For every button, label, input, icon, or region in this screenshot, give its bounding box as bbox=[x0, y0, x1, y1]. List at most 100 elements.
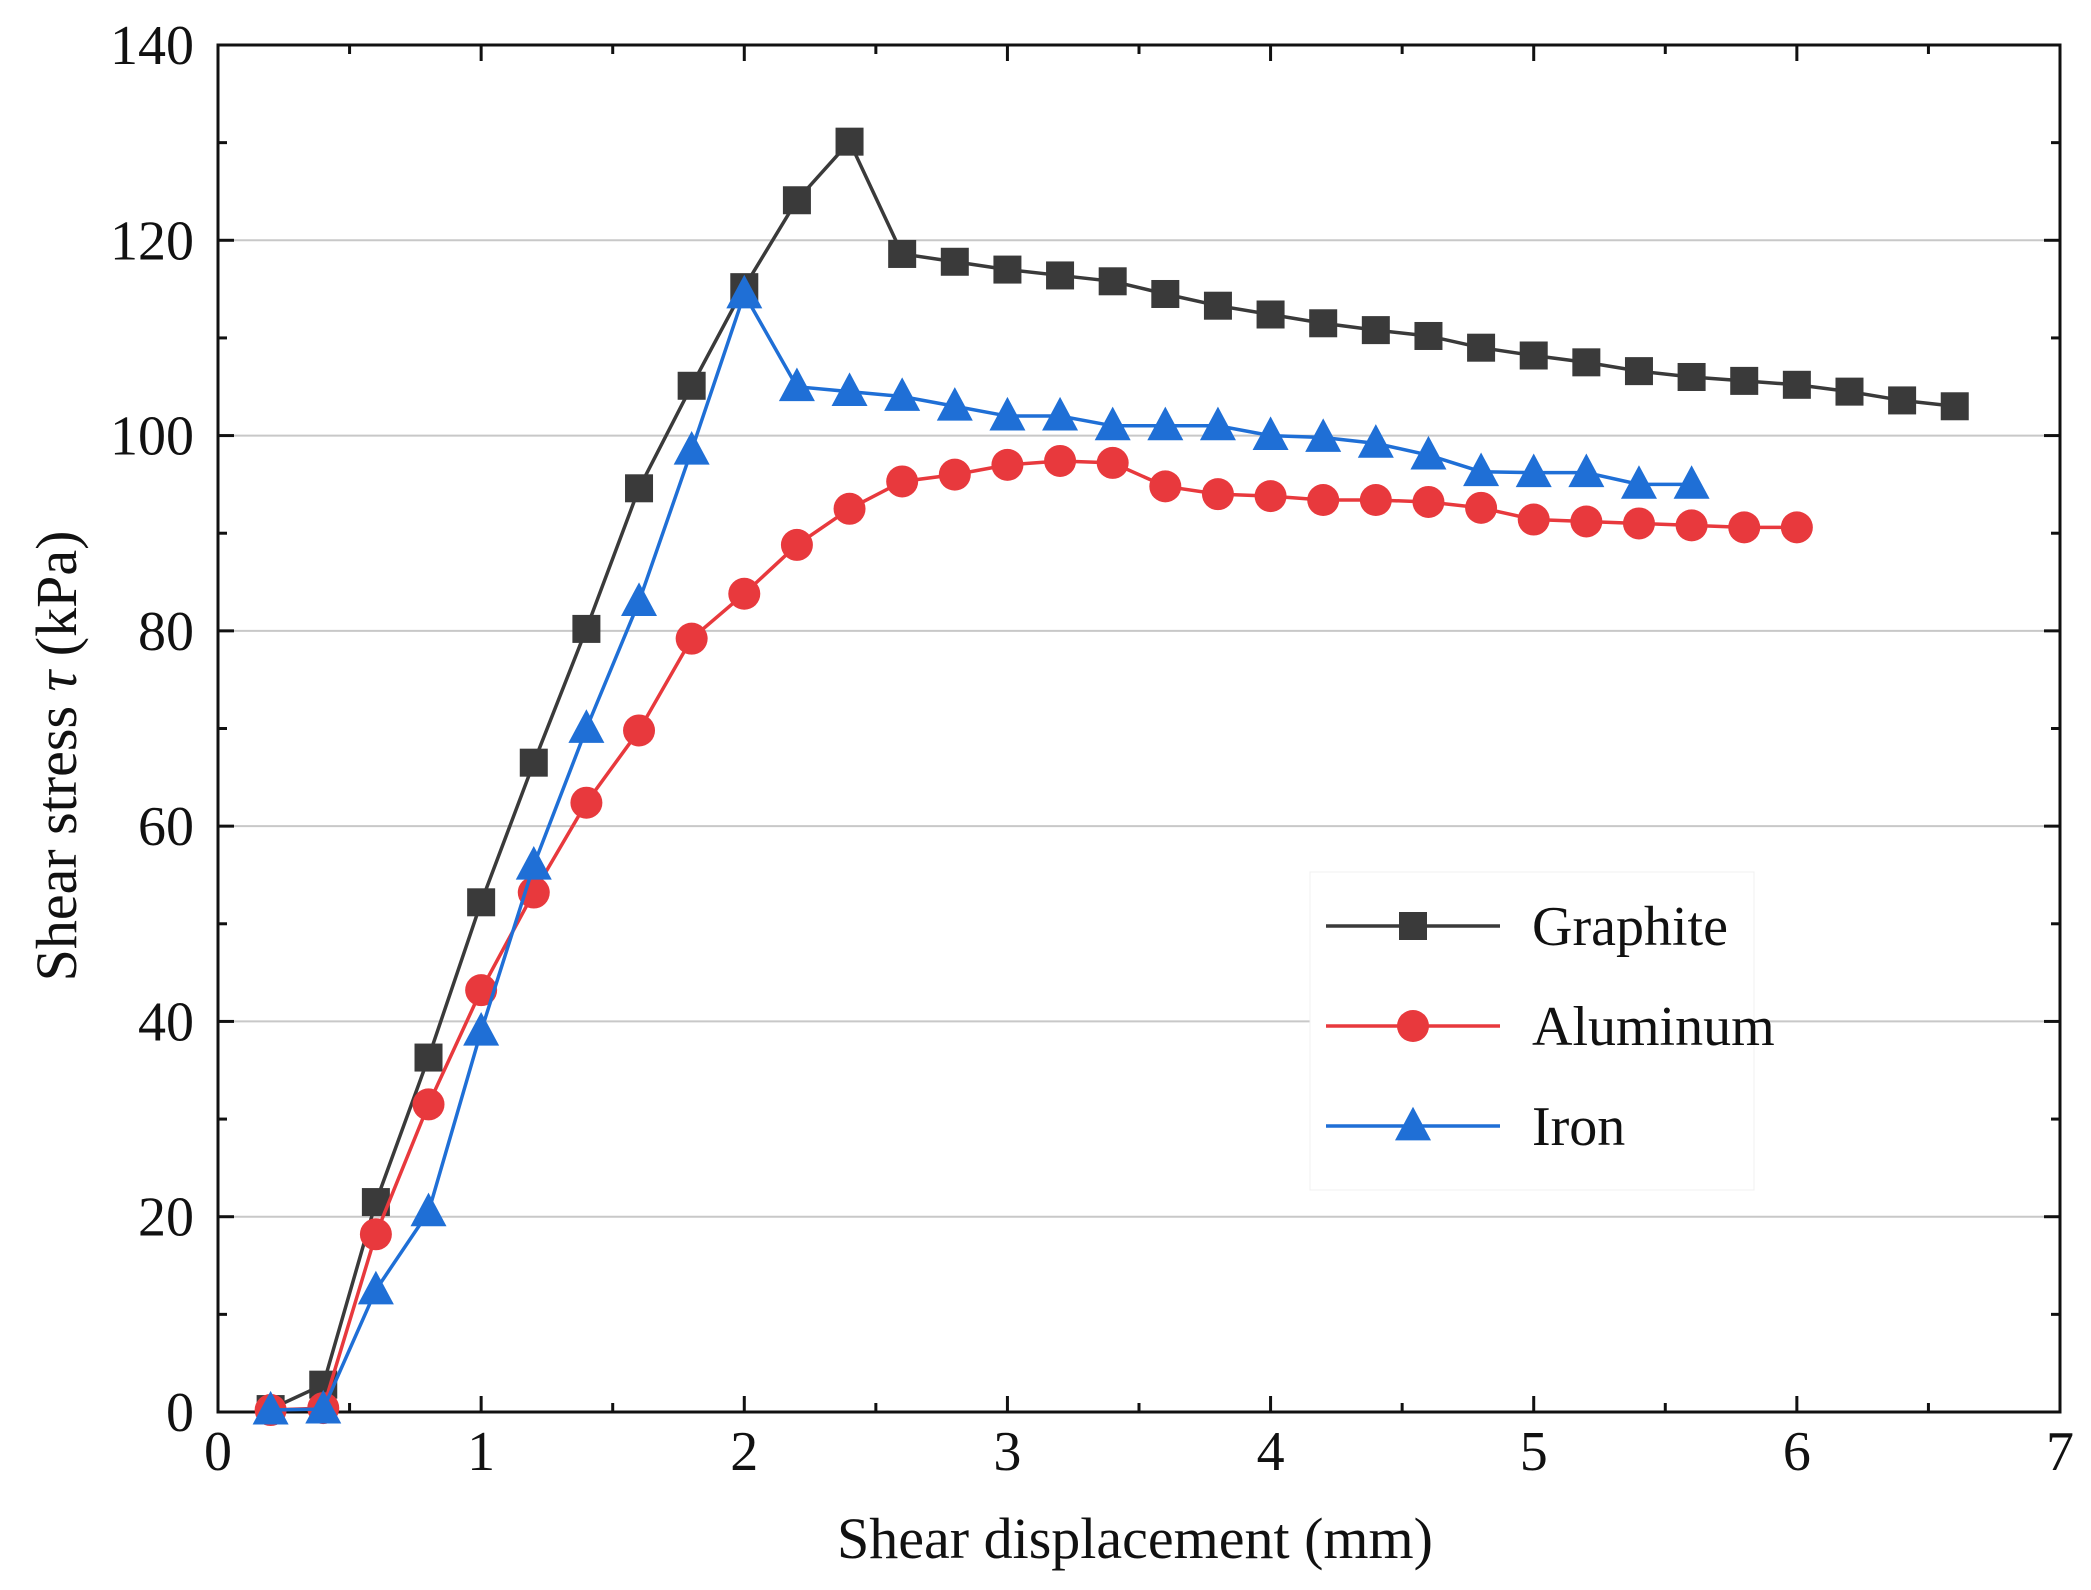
graphite-point bbox=[782, 186, 811, 215]
legend-item-aluminum: Aluminum bbox=[1326, 996, 1775, 1058]
iron-point bbox=[989, 396, 1026, 431]
y-tick-label: 60 bbox=[138, 796, 194, 858]
x-tick-label: 1 bbox=[467, 1421, 495, 1483]
aluminum-point bbox=[833, 492, 866, 525]
plot-frame bbox=[216, 43, 2062, 1414]
aluminum-point bbox=[1517, 503, 1550, 536]
graphite-point bbox=[1940, 392, 1969, 421]
legend-label: Graphite bbox=[1532, 896, 1728, 958]
iron-point bbox=[1357, 424, 1394, 458]
iron-point bbox=[1305, 418, 1342, 452]
graphite-point bbox=[1677, 362, 1706, 391]
aluminum-point bbox=[1675, 509, 1708, 542]
iron-point bbox=[1252, 416, 1289, 450]
aluminum-point bbox=[465, 974, 498, 1007]
y-tick-label: 0 bbox=[166, 1382, 194, 1444]
axes: 0 1 2 3 4 5 6 7 0 20 40 60 80 100 120 140 bbox=[110, 15, 2074, 1483]
legend-item-iron: Iron bbox=[1326, 1096, 1625, 1158]
y-tick-label: 80 bbox=[138, 601, 194, 663]
aluminum-point bbox=[780, 528, 813, 561]
y-axis-title-unit: (kPa) bbox=[24, 531, 89, 671]
aluminum-point bbox=[991, 448, 1024, 481]
graphite-point bbox=[625, 474, 654, 503]
iron-point bbox=[621, 582, 658, 616]
aluminum-point bbox=[675, 622, 708, 655]
x-tick-label: 3 bbox=[993, 1421, 1021, 1483]
series-layer bbox=[252, 127, 1969, 1427]
legend-marker bbox=[1395, 1106, 1431, 1141]
series-graphite bbox=[256, 127, 1969, 1424]
legend-marker bbox=[1399, 912, 1427, 940]
aluminum-point bbox=[1254, 480, 1287, 513]
graphite-point bbox=[1203, 291, 1232, 320]
aluminum-point bbox=[1728, 511, 1761, 544]
graphite-point bbox=[1624, 357, 1653, 386]
aluminum-point bbox=[1622, 507, 1655, 540]
aluminum-point bbox=[1307, 484, 1340, 517]
iron-point bbox=[463, 1011, 500, 1046]
graphite-point bbox=[1098, 267, 1127, 296]
iron-point bbox=[936, 387, 973, 421]
graphite-point bbox=[1361, 316, 1390, 345]
graphite-point bbox=[993, 255, 1022, 284]
aluminum-point bbox=[359, 1218, 392, 1251]
y-tick-label: 40 bbox=[138, 991, 194, 1053]
iron-point bbox=[884, 377, 921, 411]
x-tick-label: 0 bbox=[204, 1421, 232, 1483]
iron-point bbox=[1568, 453, 1605, 488]
graphite-point bbox=[835, 127, 864, 156]
iron-point bbox=[1410, 435, 1447, 470]
iron-point bbox=[1463, 452, 1500, 487]
graphite-point bbox=[572, 614, 601, 643]
graphite-point bbox=[1046, 261, 1075, 290]
graphite-point bbox=[1414, 321, 1443, 350]
graphite-point bbox=[940, 247, 969, 276]
iron-point bbox=[568, 709, 605, 743]
graphite-point bbox=[1572, 348, 1601, 377]
iron-point bbox=[831, 372, 868, 407]
x-tick-label: 2 bbox=[730, 1421, 758, 1483]
graphite-point bbox=[1782, 370, 1811, 399]
aluminum-point bbox=[1096, 446, 1129, 479]
iron-point bbox=[1042, 396, 1079, 431]
graphite-point bbox=[1835, 377, 1864, 406]
legend-label: Iron bbox=[1532, 1096, 1625, 1158]
iron-point bbox=[410, 1192, 447, 1227]
x-axis-title: Shear displacement (mm) bbox=[837, 1506, 1433, 1571]
y-axis-title-text: Shear stress bbox=[24, 691, 89, 981]
graphite-point bbox=[1467, 333, 1496, 362]
legend-marker bbox=[1397, 1010, 1429, 1042]
iron-point bbox=[1620, 465, 1657, 499]
x-tick-label: 5 bbox=[1520, 1421, 1548, 1483]
graphite-point bbox=[1151, 279, 1180, 308]
legend-items: Graphite Aluminum Iron bbox=[1326, 896, 1775, 1158]
iron-point bbox=[1147, 406, 1184, 441]
graphite-point bbox=[888, 239, 917, 268]
iron-point bbox=[726, 274, 763, 309]
aluminum-point bbox=[570, 786, 603, 819]
aluminum-point bbox=[1412, 485, 1445, 518]
grid-lines bbox=[218, 239, 2060, 1218]
y-tick-label: 20 bbox=[138, 1187, 194, 1249]
legend-item-graphite: Graphite bbox=[1326, 896, 1728, 958]
y-tick-label: 120 bbox=[110, 210, 194, 272]
iron-point bbox=[778, 367, 815, 402]
graphite-point bbox=[467, 888, 496, 917]
aluminum-point bbox=[1149, 470, 1182, 503]
x-tick-label: 7 bbox=[2046, 1421, 2074, 1483]
aluminum-point bbox=[412, 1088, 445, 1121]
graphite-point bbox=[1888, 386, 1917, 415]
aluminum-point bbox=[517, 876, 550, 909]
graphite-point bbox=[1730, 366, 1759, 395]
aluminum-point bbox=[886, 465, 919, 498]
iron-line bbox=[270, 289, 1692, 1412]
iron-point bbox=[357, 1270, 394, 1305]
iron-point bbox=[305, 1389, 342, 1424]
y-axis-title-symbol: τ bbox=[24, 668, 89, 691]
iron-point bbox=[252, 1390, 289, 1425]
aluminum-point bbox=[1044, 444, 1077, 477]
x-tick-label: 4 bbox=[1257, 1421, 1285, 1483]
graphite-point bbox=[1309, 309, 1338, 338]
aluminum-point bbox=[1780, 511, 1813, 544]
